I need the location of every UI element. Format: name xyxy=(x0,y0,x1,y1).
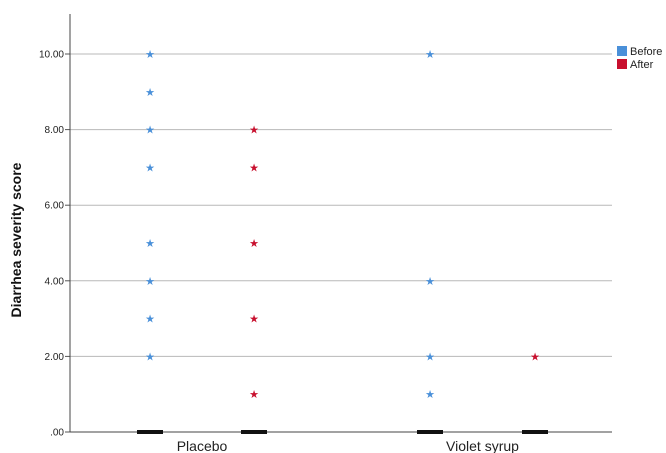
x-category-label: Placebo xyxy=(177,438,228,453)
grid xyxy=(65,53,612,433)
y-axis-title: Diarrhea severity score xyxy=(8,162,24,317)
axes xyxy=(69,14,612,433)
y-tick-label: 4.00 xyxy=(45,276,65,287)
median-bar xyxy=(522,430,548,434)
data-point-before: ★ xyxy=(145,237,155,250)
data-point-before: ★ xyxy=(145,124,155,137)
data-point-before: ★ xyxy=(425,48,435,61)
data-point-before: ★ xyxy=(145,313,155,326)
data-point-after: ★ xyxy=(249,237,259,250)
y-tick-label: 8.00 xyxy=(45,125,65,136)
data-point-after: ★ xyxy=(249,313,259,326)
y-tick-label: 6.00 xyxy=(45,201,65,212)
y-tick-label: 10.00 xyxy=(39,50,64,61)
legend-label-before: Before xyxy=(630,46,662,58)
data-point-after: ★ xyxy=(249,124,259,137)
x-category-label: Violet syrup xyxy=(446,438,519,453)
median-bar xyxy=(241,430,267,434)
data-point-before: ★ xyxy=(425,350,435,363)
data-point-before: ★ xyxy=(145,86,155,99)
x-category-labels: Placebo Violet syrup xyxy=(177,438,519,453)
y-tick-label: .00 xyxy=(50,428,64,439)
data-point-before: ★ xyxy=(145,275,155,288)
data-point-before: ★ xyxy=(145,350,155,363)
y-tick-label: 2.00 xyxy=(45,352,65,363)
data-point-before: ★ xyxy=(425,275,435,288)
data-point-after: ★ xyxy=(249,388,259,401)
data-point-before: ★ xyxy=(425,388,435,401)
legend-label-after: After xyxy=(630,59,654,71)
legend-swatch-before xyxy=(617,46,627,56)
data-points: ★ ★ ★ ★ ★ ★ ★ ★ ★ ★ ★ ★ ★ ★ ★ ★ ★ ★ xyxy=(145,48,540,401)
data-point-after: ★ xyxy=(530,350,540,363)
y-tick-labels: .00 2.00 4.00 6.00 8.00 10.00 xyxy=(39,50,64,439)
data-point-before: ★ xyxy=(145,161,155,174)
data-point-before: ★ xyxy=(145,48,155,61)
median-bar xyxy=(417,430,443,434)
legend-swatch-after xyxy=(617,59,627,69)
data-point-after: ★ xyxy=(249,161,259,174)
median-bar xyxy=(137,430,163,434)
median-bars xyxy=(137,430,548,434)
